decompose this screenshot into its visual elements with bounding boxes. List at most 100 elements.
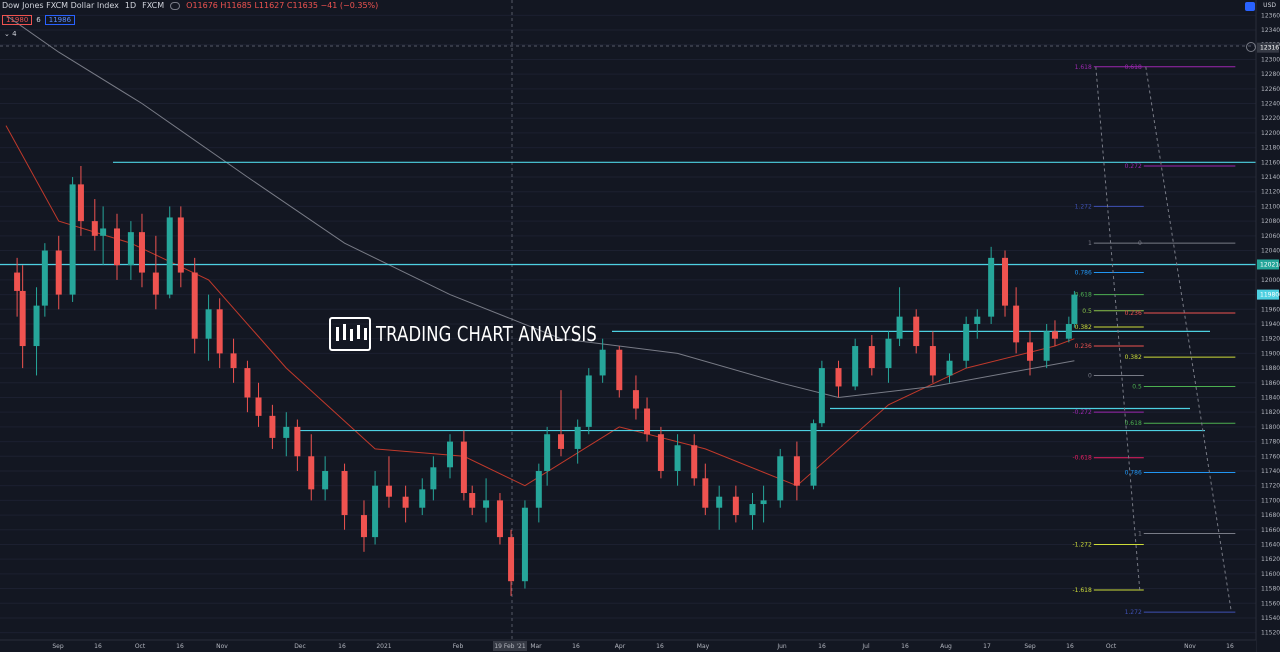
candle-body [810, 423, 817, 486]
candle-body [372, 485, 379, 538]
settings-icon[interactable] [1246, 42, 1256, 52]
time-tick-label: 16 [338, 643, 346, 650]
fib-level-label: -0.272 [1072, 409, 1092, 416]
candle-body [535, 470, 542, 508]
price-tick-label: 12180 [1261, 145, 1280, 152]
watermark-text: TRADING CHART ANALYSIS [376, 322, 598, 346]
candle-body [777, 456, 784, 501]
time-tick-label: Oct [1106, 643, 1117, 650]
candle-body [852, 346, 859, 387]
currency-label[interactable]: USD [1263, 2, 1276, 9]
time-tick-label: 16 [1226, 643, 1234, 650]
price-badge [1257, 42, 1279, 53]
candle-body [216, 309, 223, 354]
candle-body [244, 368, 251, 398]
candle-body [674, 445, 681, 471]
candle-body [1043, 331, 1050, 361]
candle-body [341, 470, 348, 516]
candle-body [114, 228, 121, 266]
candle-body [929, 346, 936, 376]
price-tick-label: 12240 [1261, 101, 1280, 108]
candle-body [1026, 342, 1033, 361]
fib-level-label: 0 [1088, 372, 1092, 379]
time-tick-label: 16 [94, 643, 102, 650]
price-tick-label: 12140 [1261, 174, 1280, 181]
candle-body [19, 290, 26, 347]
fibonacci-levels: 0.618 0.272 0 0.236 0.382 0.5 0.618 0.786 1 1.272 [1125, 64, 1236, 616]
fib-level-label: 0.272 [1125, 163, 1142, 170]
price-tick-label: 12300 [1261, 56, 1280, 63]
time-tick-label: Aug [940, 643, 952, 650]
candle-body [322, 470, 329, 490]
price-tick-label: 11540 [1261, 615, 1280, 622]
candle-body [402, 496, 409, 508]
candle-body [1013, 305, 1020, 343]
moving-average-line [5, 14, 1075, 399]
eye-icon[interactable] [170, 1, 181, 10]
price-tick-label: 11640 [1261, 541, 1280, 548]
candle-body [385, 485, 392, 497]
price-tick-label: 11860 [1261, 380, 1280, 387]
fib-level-label: 0.618 [1125, 64, 1142, 71]
candle-body [419, 489, 426, 508]
price-tick-label: 11960 [1261, 306, 1280, 313]
candle-body [483, 500, 490, 508]
candle-body [716, 496, 723, 508]
candle-body [988, 257, 995, 317]
candle-body [41, 250, 48, 306]
time-tick-label: Feb [453, 643, 464, 650]
candle-body [460, 441, 467, 494]
fib-level-label: -1.272 [1072, 541, 1092, 548]
candle-body [508, 537, 515, 582]
price-tick-label: 11680 [1261, 512, 1280, 519]
candle-body [868, 346, 875, 369]
candle-body [469, 493, 476, 508]
interval-label[interactable]: 1D [124, 1, 137, 10]
price-tick-label: 12040 [1261, 248, 1280, 255]
time-tick-label: Sep [1024, 643, 1036, 650]
candle-body [760, 500, 767, 505]
candle-body [230, 353, 237, 369]
ma-red-value[interactable]: 11980 [2, 15, 33, 25]
time-tick-label: 2021 [376, 643, 391, 650]
candle-body [255, 397, 262, 416]
ohlc-values: O11676 H11685 L11627 C11635 −41 (−0.35%) [186, 1, 379, 10]
price-tick-label: 11940 [1261, 321, 1280, 328]
candle-body [1051, 331, 1058, 339]
fib-level-label: 0.786 [1075, 270, 1092, 277]
price-tick-label: 11720 [1261, 483, 1280, 490]
candle-body [644, 408, 651, 435]
fib-level-label: -1.618 [1072, 587, 1092, 594]
symbol-name[interactable]: Dow Jones FXCM Dollar Index [2, 1, 119, 10]
candle-body [308, 456, 315, 490]
price-tick-label: 12060 [1261, 233, 1280, 240]
time-tick-label: Sep [52, 643, 64, 650]
ma-gray-value[interactable]: 11986 [44, 15, 76, 25]
candle-body [360, 515, 367, 538]
candle-body [191, 272, 198, 339]
time-tick-label: 17 [983, 643, 991, 650]
price-tick-label: 11880 [1261, 365, 1280, 372]
fib-level-label: 0.786 [1125, 469, 1142, 476]
price-tick-label: 12260 [1261, 86, 1280, 93]
price-tick-label: 12280 [1261, 71, 1280, 78]
fib-level-label: 0 [1138, 240, 1142, 247]
fib-level-label: 0.618 [1075, 292, 1092, 299]
price-tick-label: 11620 [1261, 556, 1280, 563]
time-cursor-badge [493, 641, 527, 651]
time-tick-label: 16 [818, 643, 826, 650]
exchange-label: FXCM [142, 1, 165, 10]
candle-body [33, 305, 40, 347]
currency-button-icon[interactable] [1245, 2, 1255, 11]
collapse-toggle[interactable]: ⌄ 4 [4, 30, 17, 38]
candle-body [447, 441, 454, 468]
candle-body [974, 316, 981, 324]
time-tick-label: May [697, 643, 710, 650]
time-tick-label: 16 [901, 643, 909, 650]
candle-body [294, 426, 301, 457]
candle-body [558, 434, 565, 449]
price-tick-label: 12000 [1261, 277, 1280, 284]
price-tick-label: 11740 [1261, 468, 1280, 475]
candle-body [896, 316, 903, 339]
